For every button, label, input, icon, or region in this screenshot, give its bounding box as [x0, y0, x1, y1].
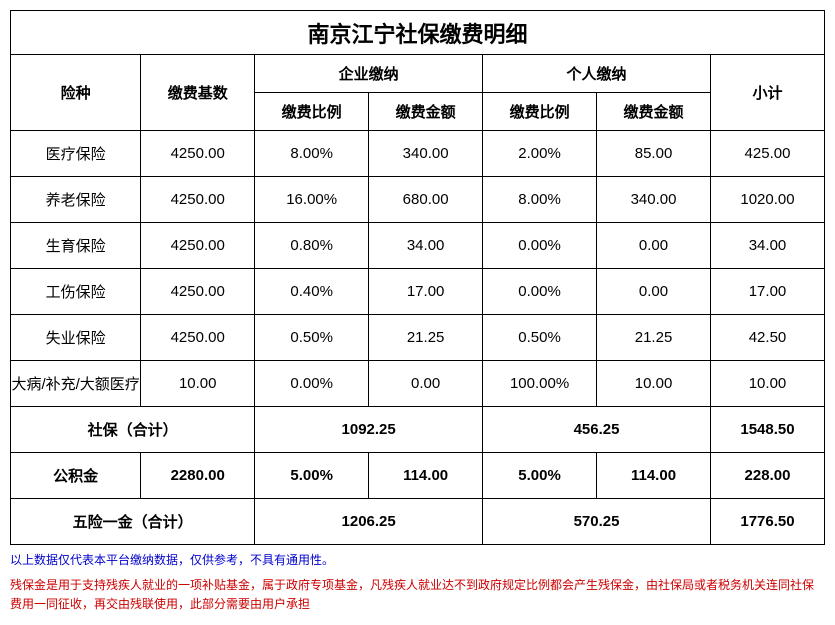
row-sub: 42.50 — [711, 315, 825, 361]
table-row: 工伤保险 4250.00 0.40% 17.00 0.00% 0.00 17.0… — [11, 269, 825, 315]
row-base: 4250.00 — [141, 223, 255, 269]
row-pamt: 10.00 — [597, 361, 711, 407]
row-erate: 0.50% — [255, 315, 369, 361]
row-prate: 2.00% — [483, 131, 597, 177]
header-personal-amount: 缴费金额 — [597, 93, 711, 131]
row-base: 4250.00 — [141, 269, 255, 315]
row-prate: 0.50% — [483, 315, 597, 361]
shebao-total-enterprise: 1092.25 — [255, 407, 483, 453]
row-pamt: 85.00 — [597, 131, 711, 177]
row-name: 大病/补充/大额医疗 — [11, 361, 141, 407]
row-erate: 8.00% — [255, 131, 369, 177]
row-eamt: 340.00 — [369, 131, 483, 177]
row-erate: 0.40% — [255, 269, 369, 315]
disclaimer-2: 残保金是用于支持残疾人就业的一项补贴基金，属于政府专项基金，凡残疾人就业达不到政… — [10, 576, 825, 614]
table-row: 生育保险 4250.00 0.80% 34.00 0.00% 0.00 34.0… — [11, 223, 825, 269]
row-prate: 0.00% — [483, 223, 597, 269]
shebao-total-row: 社保（合计） 1092.25 456.25 1548.50 — [11, 407, 825, 453]
row-name: 生育保险 — [11, 223, 141, 269]
row-sub: 17.00 — [711, 269, 825, 315]
row-eamt: 17.00 — [369, 269, 483, 315]
grand-total-sub: 1776.50 — [711, 499, 825, 545]
gjj-sub: 228.00 — [711, 453, 825, 499]
row-base: 4250.00 — [141, 315, 255, 361]
row-name: 医疗保险 — [11, 131, 141, 177]
row-pamt: 0.00 — [597, 223, 711, 269]
row-prate: 8.00% — [483, 177, 597, 223]
row-sub: 34.00 — [711, 223, 825, 269]
gjj-eamt: 114.00 — [369, 453, 483, 499]
table-row: 养老保险 4250.00 16.00% 680.00 8.00% 340.00 … — [11, 177, 825, 223]
row-prate: 0.00% — [483, 269, 597, 315]
grand-total-personal: 570.25 — [483, 499, 711, 545]
header-base: 缴费基数 — [141, 55, 255, 131]
row-eamt: 0.00 — [369, 361, 483, 407]
table-row: 医疗保险 4250.00 8.00% 340.00 2.00% 85.00 42… — [11, 131, 825, 177]
table-row: 大病/补充/大额医疗 10.00 0.00% 0.00 100.00% 10.0… — [11, 361, 825, 407]
row-eamt: 34.00 — [369, 223, 483, 269]
row-base: 4250.00 — [141, 131, 255, 177]
gjj-name: 公积金 — [11, 453, 141, 499]
row-pamt: 340.00 — [597, 177, 711, 223]
row-sub: 10.00 — [711, 361, 825, 407]
row-pamt: 21.25 — [597, 315, 711, 361]
social-insurance-table: 南京江宁社保缴费明细 险种 缴费基数 企业缴纳 个人缴纳 小计 缴费比例 缴费金… — [10, 10, 825, 545]
gongjijin-row: 公积金 2280.00 5.00% 114.00 5.00% 114.00 22… — [11, 453, 825, 499]
row-eamt: 21.25 — [369, 315, 483, 361]
header-enterprise-rate: 缴费比例 — [255, 93, 369, 131]
header-subtotal: 小计 — [711, 55, 825, 131]
table-title: 南京江宁社保缴费明细 — [11, 11, 825, 55]
gjj-prate: 5.00% — [483, 453, 597, 499]
header-personal: 个人缴纳 — [483, 55, 711, 93]
row-base: 10.00 — [141, 361, 255, 407]
header-enterprise: 企业缴纳 — [255, 55, 483, 93]
row-name: 失业保险 — [11, 315, 141, 361]
row-erate: 0.80% — [255, 223, 369, 269]
row-prate: 100.00% — [483, 361, 597, 407]
header-personal-rate: 缴费比例 — [483, 93, 597, 131]
row-name: 工伤保险 — [11, 269, 141, 315]
row-eamt: 680.00 — [369, 177, 483, 223]
row-erate: 0.00% — [255, 361, 369, 407]
table-row: 失业保险 4250.00 0.50% 21.25 0.50% 21.25 42.… — [11, 315, 825, 361]
grand-total-enterprise: 1206.25 — [255, 499, 483, 545]
header-type: 险种 — [11, 55, 141, 131]
row-erate: 16.00% — [255, 177, 369, 223]
row-name: 养老保险 — [11, 177, 141, 223]
row-pamt: 0.00 — [597, 269, 711, 315]
row-sub: 425.00 — [711, 131, 825, 177]
grand-total-row: 五险一金（合计） 1206.25 570.25 1776.50 — [11, 499, 825, 545]
row-base: 4250.00 — [141, 177, 255, 223]
shebao-total-label: 社保（合计） — [11, 407, 255, 453]
header-enterprise-amount: 缴费金额 — [369, 93, 483, 131]
disclaimer-1: 以上数据仅代表本平台缴纳数据，仅供参考，不具有通用性。 — [10, 551, 825, 570]
gjj-pamt: 114.00 — [597, 453, 711, 499]
gjj-base: 2280.00 — [141, 453, 255, 499]
row-sub: 1020.00 — [711, 177, 825, 223]
grand-total-label: 五险一金（合计） — [11, 499, 255, 545]
gjj-erate: 5.00% — [255, 453, 369, 499]
shebao-total-sub: 1548.50 — [711, 407, 825, 453]
shebao-total-personal: 456.25 — [483, 407, 711, 453]
